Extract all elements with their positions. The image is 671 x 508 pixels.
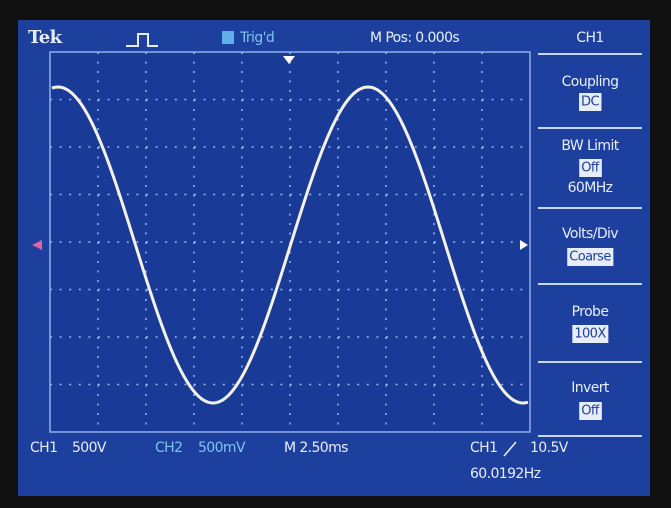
menu-value-box: Off — [579, 159, 602, 177]
frequency: 60.0192Hz — [470, 466, 541, 482]
menu-label: Invert — [571, 380, 610, 396]
trigger-level: 10.5V — [530, 440, 569, 456]
menu-value-box: Coarse — [567, 248, 613, 266]
trigger-status: Trig'd — [239, 30, 274, 46]
menu-label: Coupling — [562, 74, 619, 90]
brand: Tek — [28, 27, 63, 48]
oscilloscope-screen: Tek Trig'd M Pos: 0.000s CH1 Coupling DC B… — [0, 0, 671, 508]
menu-label: Probe — [572, 304, 609, 320]
trig-indicator — [222, 31, 234, 44]
menu-value-box: 100X — [572, 325, 608, 343]
ch1-scale: 500V — [72, 440, 107, 456]
menu-value: Off — [581, 404, 600, 419]
timebase: M 2.50ms — [284, 440, 348, 456]
menu-label: Volts/Div — [562, 226, 618, 242]
position: M Pos: 0.000s — [370, 30, 459, 46]
menu-value-box: Off — [579, 402, 602, 420]
menu-title: CH1 — [576, 30, 603, 46]
menu-label: BW Limit — [561, 138, 619, 154]
ch2-label: CH2 — [155, 440, 182, 456]
trigger-source: CH1 — [470, 440, 497, 456]
ch2-scale: 500mV — [198, 440, 246, 456]
menu-value: DC — [581, 95, 599, 110]
ch1-label: CH1 — [30, 440, 57, 456]
menu-detail: 60MHz — [568, 180, 613, 196]
menu-value: Off — [581, 161, 600, 176]
menu-value: 100X — [574, 327, 606, 342]
menu-value-box: DC — [579, 93, 601, 111]
menu-value: Coarse — [569, 250, 611, 265]
